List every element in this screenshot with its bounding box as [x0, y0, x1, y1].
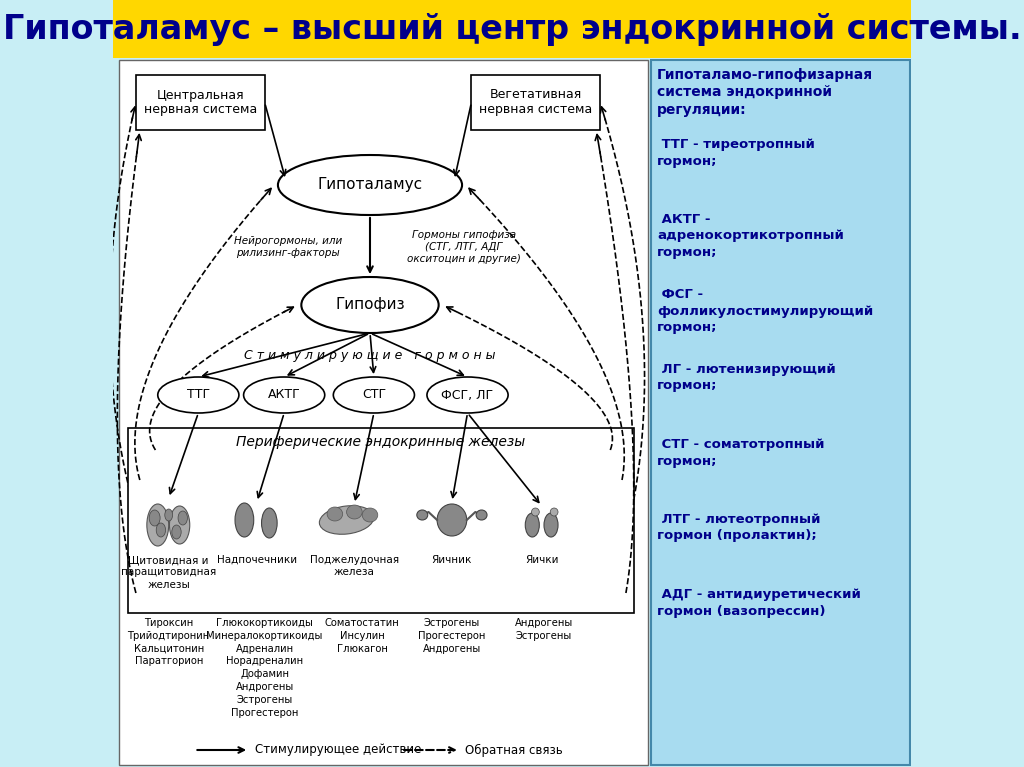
Text: Яички: Яички	[525, 555, 558, 565]
FancyBboxPatch shape	[136, 75, 264, 130]
FancyBboxPatch shape	[651, 60, 910, 765]
Ellipse shape	[525, 513, 540, 537]
Text: Поджелудочная
железа: Поджелудочная железа	[310, 555, 399, 578]
Ellipse shape	[158, 377, 239, 413]
Ellipse shape	[165, 509, 173, 521]
Ellipse shape	[261, 508, 278, 538]
Text: Нейрогормоны, или
рилизинг-факторы: Нейрогормоны, или рилизинг-факторы	[233, 236, 342, 258]
Text: Соматостатин
Инсулин
Глюкагон: Соматостатин Инсулин Глюкагон	[325, 618, 399, 653]
Ellipse shape	[244, 377, 325, 413]
Text: ЛТГ - лютеотропный
гормон (пролактин);: ЛТГ - лютеотропный гормон (пролактин);	[657, 513, 820, 542]
Ellipse shape	[278, 155, 462, 215]
Text: Надпочечники: Надпочечники	[217, 555, 297, 565]
Text: Центральная
нервная система: Центральная нервная система	[143, 88, 257, 117]
Text: Гормоны гипофиза
(СТГ, ЛТГ, АДГ
окситоцин и другие): Гормоны гипофиза (СТГ, ЛТГ, АДГ окситоци…	[407, 230, 520, 264]
Ellipse shape	[157, 523, 166, 537]
Text: Щитовидная и
паращитовидная
железы: Щитовидная и паращитовидная железы	[121, 555, 216, 590]
Text: Тироксин
Трийодтиронин
Кальцитонин
Паратгорион: Тироксин Трийодтиронин Кальцитонин Парат…	[128, 618, 210, 667]
Ellipse shape	[236, 503, 254, 537]
Ellipse shape	[531, 508, 540, 516]
Text: СТГ: СТГ	[361, 389, 386, 401]
Ellipse shape	[146, 504, 169, 546]
FancyBboxPatch shape	[471, 75, 600, 130]
Ellipse shape	[544, 513, 558, 537]
Text: ФСГ -
фолликулостимулирующий
гормон;: ФСГ - фолликулостимулирующий гормон;	[657, 288, 873, 334]
Ellipse shape	[178, 511, 187, 525]
Ellipse shape	[437, 504, 467, 536]
FancyBboxPatch shape	[128, 428, 634, 613]
Ellipse shape	[172, 525, 181, 539]
Text: Яичник: Яичник	[432, 555, 472, 565]
Text: Обратная связь: Обратная связь	[465, 743, 563, 756]
Text: АДГ - антидиуретический
гормон (вазопрессин): АДГ - антидиуретический гормон (вазопрес…	[657, 588, 861, 617]
Ellipse shape	[417, 510, 428, 520]
Ellipse shape	[327, 507, 343, 521]
Text: ФСГ, ЛГ: ФСГ, ЛГ	[441, 389, 494, 401]
FancyBboxPatch shape	[113, 0, 911, 58]
Text: Андрогены
Эстрогены: Андрогены Эстрогены	[515, 618, 573, 640]
Text: ТТГ: ТТГ	[186, 389, 210, 401]
Ellipse shape	[334, 377, 415, 413]
Text: Стимулирующее действие: Стимулирующее действие	[255, 743, 421, 756]
Text: Глюкокортикоиды
Минералокортикоиды
Адреналин
Норадреналин
Дофамин
Андрогены
Эстр: Глюкокортикоиды Минералокортикоиды Адрен…	[207, 618, 323, 718]
Ellipse shape	[362, 508, 378, 522]
Ellipse shape	[150, 510, 160, 526]
Text: Гипофиз: Гипофиз	[335, 298, 404, 312]
FancyBboxPatch shape	[119, 60, 648, 765]
Text: Периферические эндокринные железы: Периферические эндокринные железы	[237, 435, 525, 449]
Text: АКТГ: АКТГ	[268, 389, 300, 401]
Text: Эстрогены
Прогестерон
Андрогены: Эстрогены Прогестерон Андрогены	[418, 618, 485, 653]
Text: Гипоталамус – высший центр эндокринной системы.: Гипоталамус – высший центр эндокринной с…	[3, 12, 1021, 45]
Text: Гипоталамо-гипофизарная
система эндокринной
регуляции:: Гипоталамо-гипофизарная система эндокрин…	[657, 68, 873, 117]
Text: АКТГ -
адренокортикотропный
гормон;: АКТГ - адренокортикотропный гормон;	[657, 213, 844, 259]
Text: ЛГ - лютенизирующий
гормон;: ЛГ - лютенизирующий гормон;	[657, 363, 836, 393]
Ellipse shape	[476, 510, 487, 520]
Ellipse shape	[301, 277, 438, 333]
Text: С т и м у л и р у ю щ и е   г о р м о н ы: С т и м у л и р у ю щ и е г о р м о н ы	[245, 348, 496, 361]
Ellipse shape	[427, 377, 508, 413]
Text: ТТГ - тиреотропный
гормон;: ТТГ - тиреотропный гормон;	[657, 138, 815, 167]
Ellipse shape	[550, 508, 558, 516]
Ellipse shape	[319, 505, 374, 535]
Ellipse shape	[169, 506, 189, 544]
FancyBboxPatch shape	[113, 58, 911, 767]
Text: Вегетативная
нервная система: Вегетативная нервная система	[479, 88, 593, 117]
Text: Гипоталамус: Гипоталамус	[317, 177, 423, 193]
Text: СТГ - соматотропный
гормон;: СТГ - соматотропный гормон;	[657, 438, 824, 468]
Ellipse shape	[346, 505, 362, 519]
